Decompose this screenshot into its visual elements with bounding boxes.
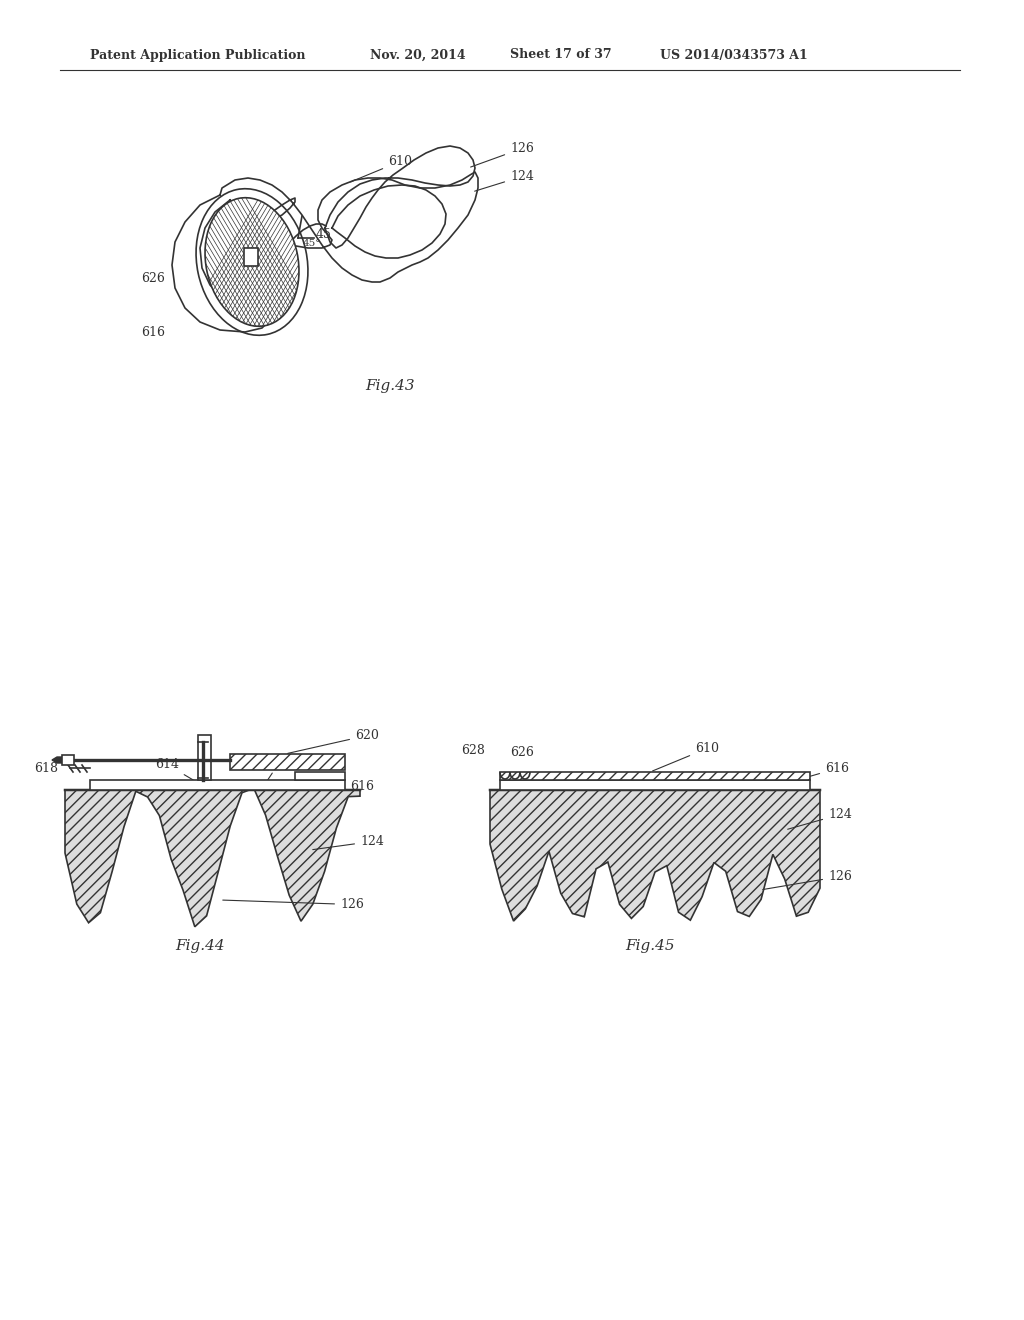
Bar [198,735,211,780]
Text: 616: 616 [782,762,849,784]
Bar [230,754,345,770]
Text: Nov. 20, 2014: Nov. 20, 2014 [370,49,466,62]
Ellipse shape [205,198,299,326]
Text: Sheet 17 of 37: Sheet 17 of 37 [510,49,611,62]
Text: 614: 614 [155,758,198,783]
Text: 124: 124 [475,170,534,191]
Text: 124: 124 [312,836,384,850]
Text: Patent Application Publication: Patent Application Publication [90,49,305,62]
Text: 610: 610 [266,755,292,781]
Text: 45: 45 [316,228,332,242]
Text: 45°: 45° [303,239,322,248]
Bar [500,772,810,780]
Text: 618: 618 [34,762,58,775]
Text: 628: 628 [461,743,485,756]
Polygon shape [65,788,360,927]
Text: 616: 616 [141,326,165,338]
Text: Fig.44: Fig.44 [175,939,225,953]
Text: 610: 610 [350,154,412,182]
FancyArrow shape [52,756,65,763]
Text: 126: 126 [223,898,364,911]
Bar [244,248,258,267]
Text: 126: 126 [763,870,852,890]
Bar [62,755,74,766]
Text: 620: 620 [288,729,379,754]
Text: 610: 610 [652,742,719,771]
Text: 626: 626 [141,272,165,285]
Bar [500,780,810,789]
Text: Fig.43: Fig.43 [366,379,415,393]
Text: Fig.45: Fig.45 [626,939,675,953]
Polygon shape [490,789,820,921]
Text: US 2014/0343573 A1: US 2014/0343573 A1 [660,49,808,62]
Bar [90,780,345,789]
Text: 616: 616 [350,780,374,793]
Text: 124: 124 [787,808,852,829]
Text: 626: 626 [510,746,534,759]
Bar [295,772,345,780]
Text: 126: 126 [471,143,534,168]
